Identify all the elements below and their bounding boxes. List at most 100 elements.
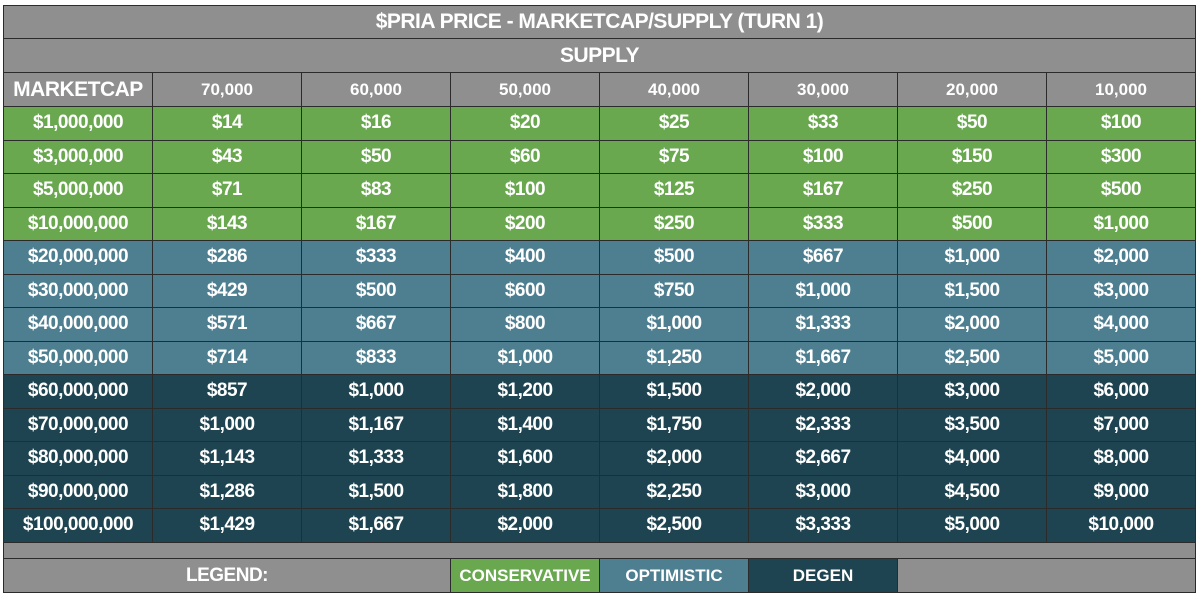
- price-cell: $429: [152, 273, 302, 308]
- price-cell: $10,000: [1046, 508, 1196, 543]
- marketcap-cell: $30,000,000: [3, 273, 153, 308]
- price-cell: $150: [897, 139, 1047, 174]
- price-cell: $60: [450, 139, 600, 174]
- price-cell: $1,500: [301, 474, 451, 509]
- price-cell: $1,750: [599, 407, 749, 442]
- price-cell: $200: [450, 206, 600, 241]
- price-cell: $667: [748, 240, 898, 275]
- price-cell: $1,667: [748, 340, 898, 375]
- price-cell: $333: [301, 240, 451, 275]
- price-cell: $750: [599, 273, 749, 308]
- price-cell: $14: [152, 106, 302, 141]
- marketcap-cell: $40,000,000: [3, 307, 153, 342]
- supply-header: 70,000: [152, 72, 302, 107]
- marketcap-header: MARKETCAP: [3, 72, 153, 107]
- price-cell: $50: [897, 106, 1047, 141]
- spacer-row: [3, 541, 1196, 559]
- price-cell: $2,000: [599, 441, 749, 476]
- marketcap-cell: $70,000,000: [3, 407, 153, 442]
- price-cell: $857: [152, 374, 302, 409]
- price-cell: $71: [152, 173, 302, 208]
- price-cell: $100: [748, 139, 898, 174]
- price-cell: $714: [152, 340, 302, 375]
- price-cell: $4,000: [1046, 307, 1196, 342]
- price-cell: $50: [301, 139, 451, 174]
- price-cell: $2,000: [1046, 240, 1196, 275]
- legend-item: DEGEN: [748, 558, 898, 593]
- price-cell: $1,000: [1046, 206, 1196, 241]
- price-cell: $100: [1046, 106, 1196, 141]
- price-cell: $500: [301, 273, 451, 308]
- price-cell: $7,000: [1046, 407, 1196, 442]
- price-cell: $2,000: [450, 508, 600, 543]
- price-cell: $6,000: [1046, 374, 1196, 409]
- price-cell: $33: [748, 106, 898, 141]
- price-cell: $2,000: [748, 374, 898, 409]
- price-cell: $4,000: [897, 441, 1047, 476]
- price-cell: $1,500: [897, 273, 1047, 308]
- price-cell: $1,200: [450, 374, 600, 409]
- price-cell: $20: [450, 106, 600, 141]
- price-cell: $286: [152, 240, 302, 275]
- supply-header: 60,000: [301, 72, 451, 107]
- price-cell: $1,250: [599, 340, 749, 375]
- price-cell: $25: [599, 106, 749, 141]
- price-cell: $400: [450, 240, 600, 275]
- price-cell: $500: [1046, 173, 1196, 208]
- price-cell: $1,667: [301, 508, 451, 543]
- price-cell: $1,000: [450, 340, 600, 375]
- price-cell: $1,429: [152, 508, 302, 543]
- price-cell: $1,000: [897, 240, 1047, 275]
- legend-item: CONSERVATIVE: [450, 558, 600, 593]
- marketcap-cell: $3,000,000: [3, 139, 153, 174]
- supply-header: 30,000: [748, 72, 898, 107]
- price-cell: $3,500: [897, 407, 1047, 442]
- price-cell: $1,286: [152, 474, 302, 509]
- price-cell: $1,000: [152, 407, 302, 442]
- legend-label: LEGEND:: [3, 558, 451, 593]
- marketcap-cell: $100,000,000: [3, 508, 153, 543]
- price-cell: $75: [599, 139, 749, 174]
- price-cell: $2,000: [897, 307, 1047, 342]
- price-cell: $1,400: [450, 407, 600, 442]
- price-cell: $3,000: [748, 474, 898, 509]
- price-cell: $600: [450, 273, 600, 308]
- marketcap-cell: $60,000,000: [3, 374, 153, 409]
- supply-header: 50,000: [450, 72, 600, 107]
- marketcap-cell: $10,000,000: [3, 206, 153, 241]
- price-cell: $333: [748, 206, 898, 241]
- price-cell: $1,500: [599, 374, 749, 409]
- price-cell: $1,000: [748, 273, 898, 308]
- price-cell: $4,500: [897, 474, 1047, 509]
- price-cell: $43: [152, 139, 302, 174]
- price-cell: $167: [301, 206, 451, 241]
- price-cell: $571: [152, 307, 302, 342]
- price-cell: $5,000: [1046, 340, 1196, 375]
- price-cell: $1,000: [301, 374, 451, 409]
- price-cell: $83: [301, 173, 451, 208]
- price-cell: $8,000: [1046, 441, 1196, 476]
- price-cell: $100: [450, 173, 600, 208]
- supply-header: 40,000: [599, 72, 749, 107]
- marketcap-cell: $5,000,000: [3, 173, 153, 208]
- supply-header: 10,000: [1046, 72, 1196, 107]
- price-cell: $2,500: [599, 508, 749, 543]
- price-cell: $5,000: [897, 508, 1047, 543]
- price-cell: $1,143: [152, 441, 302, 476]
- price-cell: $300: [1046, 139, 1196, 174]
- price-cell: $16: [301, 106, 451, 141]
- price-cell: $125: [599, 173, 749, 208]
- price-cell: $1,167: [301, 407, 451, 442]
- price-cell: $3,000: [897, 374, 1047, 409]
- marketcap-cell: $90,000,000: [3, 474, 153, 509]
- supply-header: 20,000: [897, 72, 1047, 107]
- price-cell: $167: [748, 173, 898, 208]
- price-cell: $1,600: [450, 441, 600, 476]
- marketcap-cell: $50,000,000: [3, 340, 153, 375]
- price-cell: $2,500: [897, 340, 1047, 375]
- price-cell: $667: [301, 307, 451, 342]
- price-cell: $800: [450, 307, 600, 342]
- marketcap-cell: $80,000,000: [3, 441, 153, 476]
- legend-filler: [897, 558, 1196, 593]
